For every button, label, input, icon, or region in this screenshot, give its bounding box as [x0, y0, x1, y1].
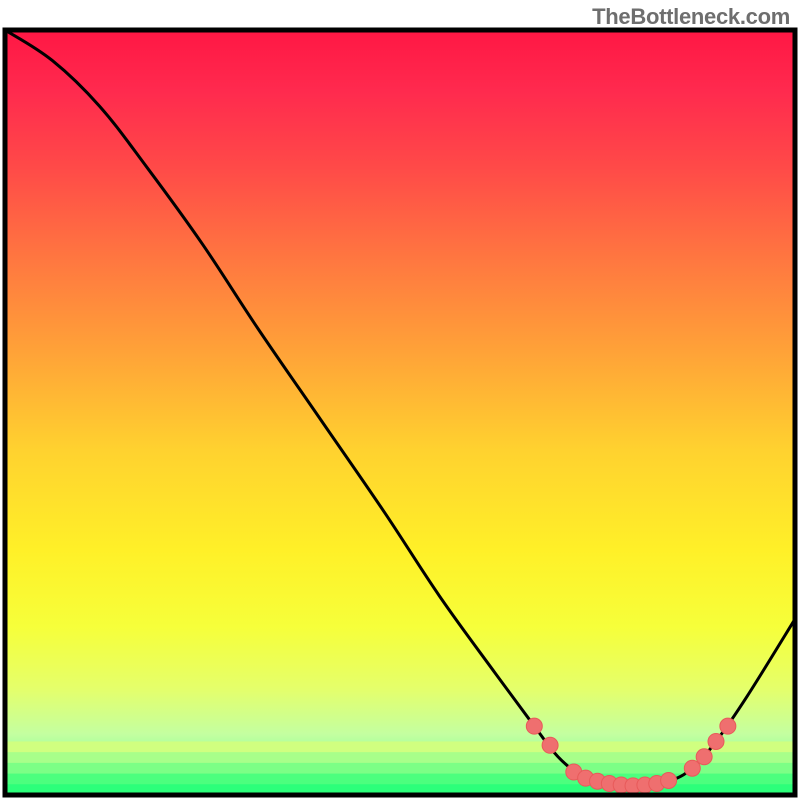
chart-svg [0, 0, 800, 800]
data-marker [526, 718, 542, 734]
data-marker [708, 733, 724, 749]
watermark-label: TheBottleneck.com [592, 4, 790, 30]
data-marker [542, 737, 558, 753]
data-marker [720, 718, 736, 734]
data-marker [684, 760, 700, 776]
data-marker [696, 749, 712, 765]
bottleneck-chart: TheBottleneck.com [0, 0, 800, 800]
data-marker [661, 772, 677, 788]
